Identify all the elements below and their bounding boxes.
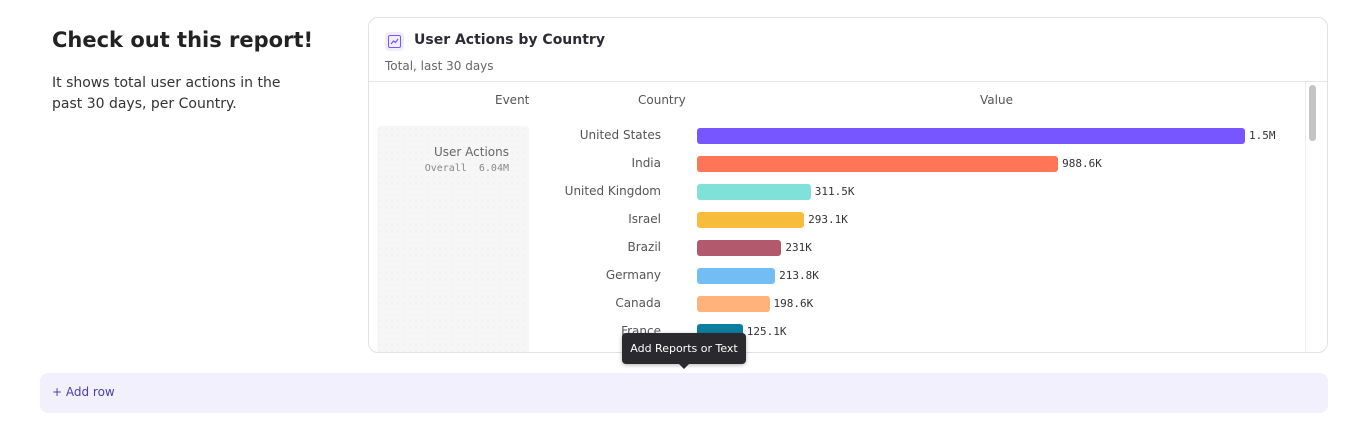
- section-title: Check out this report!: [52, 28, 314, 52]
- value-label: 213.8K: [779, 269, 819, 282]
- bar-row[interactable]: Canada 198.6K: [369, 296, 1309, 312]
- bar-row[interactable]: Israel 293.1K: [369, 212, 1309, 228]
- bar[interactable]: [697, 128, 1245, 144]
- country-label: Brazil: [627, 240, 662, 254]
- event-overall: Overall 6.04M: [424, 163, 509, 174]
- value-label: 293.1K: [808, 213, 848, 226]
- add-row-button[interactable]: + Add row: [40, 373, 1328, 413]
- country-label: United States: [579, 128, 661, 142]
- bar-row[interactable]: India 988.6K: [369, 156, 1309, 172]
- event-name: User Actions: [434, 145, 509, 159]
- bar[interactable]: [697, 268, 776, 284]
- bar[interactable]: [697, 240, 782, 256]
- event-cell: User Actions Overall 6.04M: [377, 126, 529, 352]
- country-label: Israel: [628, 212, 661, 226]
- bar-row[interactable]: France 125.1K: [369, 324, 1309, 340]
- report-card[interactable]: User Actions by Country Total, last 30 d…: [368, 17, 1328, 353]
- bar[interactable]: [697, 184, 811, 200]
- bar-row[interactable]: Brazil 231K: [369, 240, 1309, 256]
- report-subtitle: Total, last 30 days: [385, 59, 494, 73]
- country-label: Canada: [615, 296, 661, 310]
- bar-row[interactable]: United Kingdom 311.5K: [369, 184, 1309, 200]
- country-label: United Kingdom: [564, 184, 661, 198]
- scrollbar[interactable]: [1305, 82, 1319, 352]
- value-label: 231K: [785, 241, 812, 254]
- country-label: Germany: [605, 268, 661, 282]
- value-label: 988.6K: [1062, 157, 1102, 170]
- country-label: India: [631, 156, 661, 170]
- column-header-value: Value: [980, 93, 1013, 107]
- value-label: 198.6K: [773, 297, 814, 310]
- line-chart-icon: [385, 32, 404, 51]
- bar-row[interactable]: Germany 213.8K: [369, 268, 1309, 284]
- section-description: It shows total user actions in the past …: [52, 75, 281, 112]
- add-row-label: + Add row: [52, 385, 115, 399]
- value-label: 311.5K: [814, 185, 855, 198]
- bar[interactable]: [697, 296, 770, 312]
- tooltip: Add Reports or Text: [622, 333, 746, 369]
- bar-row[interactable]: United States 1.5M: [369, 128, 1309, 144]
- column-header-country: Country: [638, 93, 686, 107]
- value-label: 1.5M: [1249, 129, 1276, 142]
- scrollbar-thumb[interactable]: [1309, 85, 1316, 141]
- value-label: 125.1K: [746, 325, 787, 338]
- report-title[interactable]: User Actions by Country: [414, 32, 605, 48]
- bar[interactable]: [697, 212, 805, 228]
- column-header-event: Event: [495, 93, 530, 107]
- bar[interactable]: [697, 156, 1059, 172]
- divider: [369, 81, 1327, 82]
